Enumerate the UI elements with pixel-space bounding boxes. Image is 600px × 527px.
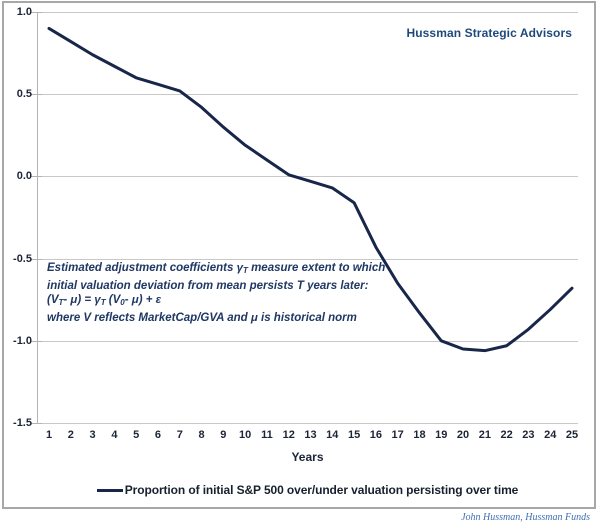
- x-tick-label: 9: [220, 429, 227, 441]
- x-tick-label: 6: [154, 429, 162, 441]
- annotation-line: Estimated adjustment coefficients γT mea…: [47, 262, 386, 275]
- brand-label: Hussman Strategic Advisors: [406, 26, 572, 40]
- trend-line: [47, 26, 574, 353]
- y-tick-label: -1.5: [13, 417, 32, 429]
- x-axis-title: Years: [291, 450, 324, 464]
- x-tick-label: 11: [261, 429, 273, 441]
- x-tick-label: 17: [391, 429, 404, 441]
- annotation-line: (VT- μ) = γT (V0- μ) + ε: [47, 294, 162, 307]
- legend-label: Proportion of initial S&P 500 over/under…: [124, 483, 519, 497]
- x-tick-label: 14: [326, 429, 339, 441]
- x-tick-label: 21: [478, 429, 491, 441]
- annotation-line: where V reflects MarketCap/GVA and μ is …: [47, 311, 357, 324]
- chart-frame: [2, 1, 596, 509]
- x-tick-label: 19: [435, 429, 448, 441]
- x-tick-label: 1: [45, 429, 53, 441]
- annotation-block: Estimated adjustment coefficients γT mea…: [47, 261, 417, 325]
- x-tick-label: 13: [304, 429, 317, 441]
- legend: Proportion of initial S&P 500 over/under…: [37, 483, 578, 497]
- x-tick-label: 10: [239, 429, 252, 441]
- y-tick-label: 0.5: [16, 88, 32, 100]
- x-tick-label: 8: [198, 429, 205, 441]
- legend-line-sample-icon: [96, 488, 123, 492]
- y-tick-label: 0.0: [16, 170, 32, 182]
- x-tick-label: 18: [413, 429, 426, 441]
- x-tick-label: 12: [282, 429, 295, 441]
- x-tick-label: 4: [111, 429, 118, 441]
- x-tick-label: 3: [89, 429, 96, 441]
- x-tick-label: 5: [133, 429, 140, 441]
- x-tick-label: 23: [522, 429, 535, 441]
- x-tick-label: 22: [500, 429, 513, 441]
- x-tick-label: 16: [369, 429, 382, 441]
- x-tick-label: 25: [565, 429, 579, 441]
- y-tick-label: 1.0: [16, 6, 32, 18]
- x-tick-label: 20: [456, 429, 470, 441]
- y-tick-label: -0.5: [13, 253, 32, 265]
- x-tick-label: 2: [67, 429, 74, 441]
- annotation-line: initial valuation deviation from mean pe…: [47, 279, 369, 292]
- x-tick-label: 15: [347, 429, 361, 441]
- y-tick-label: -1.0: [13, 335, 32, 347]
- x-tick-label: 24: [544, 429, 557, 441]
- credit-label: John Hussman, Hussman Funds: [461, 512, 590, 523]
- x-tick-label: 7: [176, 429, 183, 441]
